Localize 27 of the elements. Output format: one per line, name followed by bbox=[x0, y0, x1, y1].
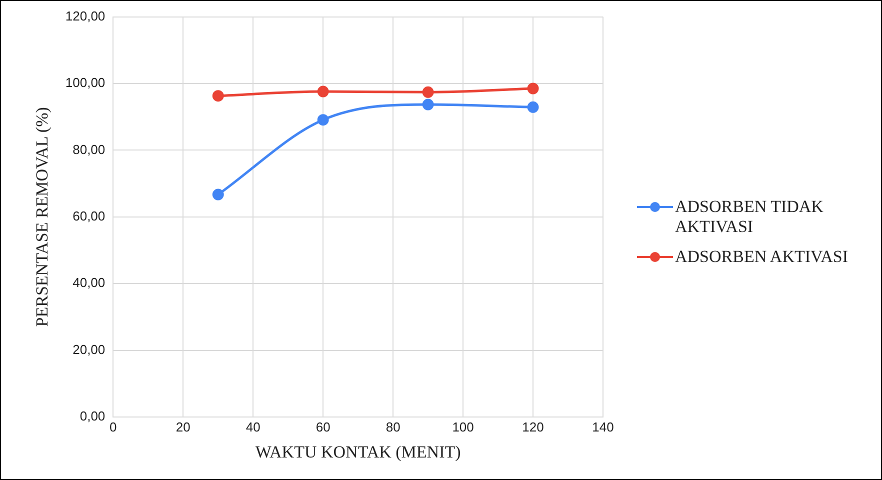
y-tick-label: 80,00 bbox=[72, 142, 106, 157]
y-tick-label: 40,00 bbox=[72, 275, 106, 290]
point bbox=[422, 98, 434, 110]
x-axis-title: WAKTU KONTAK (MENIT) bbox=[255, 442, 461, 462]
y-tick-label: 20,00 bbox=[72, 342, 106, 357]
x-tick-label: 60 bbox=[316, 419, 330, 434]
point bbox=[212, 90, 224, 102]
y-tick-label: 120,00 bbox=[65, 8, 106, 24]
x-tick-label: 40 bbox=[246, 419, 260, 434]
y-axis-title: PERSENTASE REMOVAL (%) bbox=[32, 107, 52, 327]
point bbox=[317, 114, 329, 126]
point bbox=[527, 101, 539, 113]
point bbox=[317, 86, 329, 98]
x-tick-label: 80 bbox=[386, 419, 400, 434]
point bbox=[527, 82, 539, 94]
x-tick-label: 100 bbox=[452, 419, 474, 434]
point bbox=[212, 188, 224, 200]
y-tick-label: 100,00 bbox=[65, 75, 106, 90]
x-tick-label: 20 bbox=[176, 419, 190, 434]
x-tick-label: 0 bbox=[110, 419, 117, 434]
point bbox=[422, 86, 434, 98]
legend-label: ADSORBEN TIDAK AKTIVASI bbox=[675, 197, 824, 237]
y-tick-label: 0,00 bbox=[80, 408, 106, 424]
x-tick-label: 140 bbox=[592, 419, 614, 434]
legend-label: ADSORBEN AKTIVASI bbox=[675, 247, 848, 267]
y-tick-label: 60,00 bbox=[72, 208, 106, 224]
x-tick-label: 120 bbox=[522, 419, 544, 434]
